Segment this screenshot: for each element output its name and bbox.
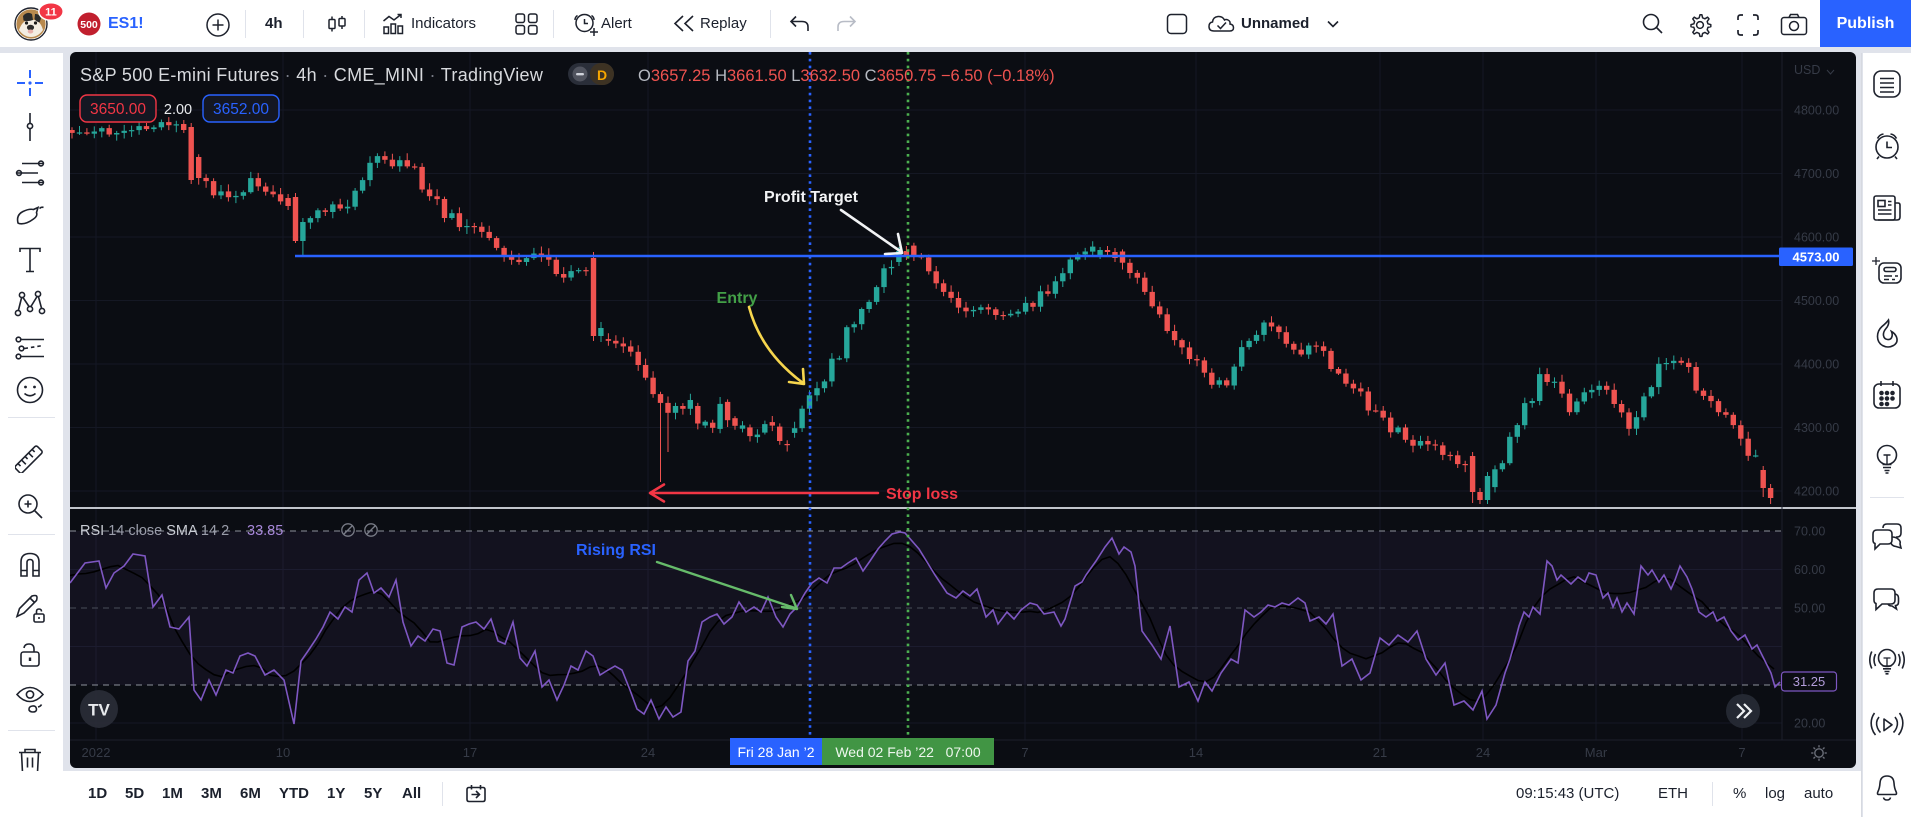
svg-text:4600.00: 4600.00 <box>1794 231 1839 245</box>
svg-text:TV: TV <box>88 701 110 720</box>
svg-text:4200.00: 4200.00 <box>1794 485 1839 499</box>
svg-text:31.25: 31.25 <box>1793 674 1826 689</box>
svg-text:S&P 500 E-mini Futures · 4h ·: S&P 500 E-mini Futures · 4h · CME_MINI ·… <box>80 65 544 86</box>
svg-text:Rising RSI: Rising RSI <box>576 542 656 559</box>
svg-text:4800.00: 4800.00 <box>1794 104 1839 118</box>
svg-text:Mar: Mar <box>1585 745 1608 760</box>
svg-text:4300.00: 4300.00 <box>1794 421 1839 435</box>
svg-text:2022: 2022 <box>82 745 111 760</box>
svg-text:11: 11 <box>45 6 57 18</box>
svg-text:2.00: 2.00 <box>164 102 192 118</box>
svg-text:3652.00: 3652.00 <box>213 101 269 118</box>
svg-text:24: 24 <box>641 745 655 760</box>
svg-text:7: 7 <box>1021 745 1028 760</box>
svg-text:4573.00: 4573.00 <box>1793 250 1840 265</box>
svg-text:33.85: 33.85 <box>247 523 283 539</box>
svg-text:70.00: 70.00 <box>1794 525 1825 539</box>
svg-text:60.00: 60.00 <box>1794 563 1825 577</box>
svg-text:Wed 02 Feb ’22 07:00: Wed 02 Feb ’22 07:00 <box>835 744 980 760</box>
svg-text:14: 14 <box>1189 745 1203 760</box>
svg-text:21: 21 <box>1373 745 1387 760</box>
svg-text:20.00: 20.00 <box>1794 717 1825 731</box>
svg-text:USD: USD <box>1794 63 1820 77</box>
svg-text:RSI 14 close SMA 14 2: RSI 14 close SMA 14 2 <box>80 523 229 539</box>
svg-text:4400.00: 4400.00 <box>1794 358 1839 372</box>
svg-text:24: 24 <box>1476 745 1490 760</box>
svg-text:Stop loss: Stop loss <box>886 486 958 503</box>
svg-text:7: 7 <box>1738 745 1745 760</box>
svg-text:4500.00: 4500.00 <box>1794 294 1839 308</box>
svg-text:Entry: Entry <box>717 290 758 307</box>
svg-text:10: 10 <box>276 745 290 760</box>
svg-text:D: D <box>597 67 607 83</box>
svg-text:Fri 28 Jan ’2: Fri 28 Jan ’2 <box>737 744 814 760</box>
svg-text:3650.00: 3650.00 <box>90 101 146 118</box>
svg-text:500: 500 <box>80 19 98 31</box>
svg-text:50.00: 50.00 <box>1794 602 1825 616</box>
svg-text:4700.00: 4700.00 <box>1794 167 1839 181</box>
svg-text:O3657.25 H3661.50 L3632.50 C36: O3657.25 H3661.50 L3632.50 C3650.75 −6.5… <box>638 67 1055 85</box>
svg-text:17: 17 <box>463 745 477 760</box>
svg-text:Profit Target: Profit Target <box>764 189 859 206</box>
